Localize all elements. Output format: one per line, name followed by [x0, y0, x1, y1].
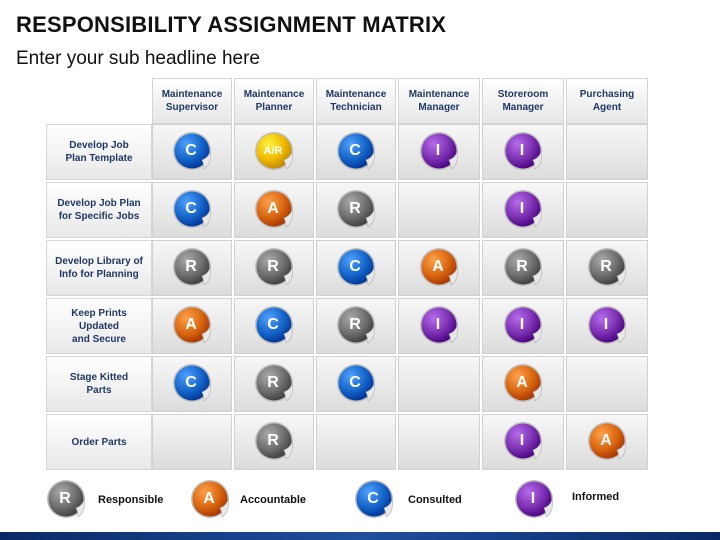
- page-subtitle: Enter your sub headline here: [16, 48, 260, 69]
- raci-badge-r: R: [336, 304, 380, 348]
- raci-badge-r: R: [254, 420, 298, 464]
- legend-badge-a: A: [190, 478, 234, 522]
- raci-badge-r: R: [336, 188, 380, 232]
- legend-label: Informed: [572, 491, 620, 503]
- raci-badge-c: C: [336, 362, 380, 406]
- matrix-cell: [398, 182, 480, 238]
- badge-code: C: [267, 316, 279, 333]
- column-header: Purchasing Agent: [566, 78, 648, 124]
- matrix-cell: [316, 414, 396, 470]
- badge-code: R: [516, 258, 528, 275]
- badge-code: C: [185, 142, 197, 159]
- badge-code: R: [349, 316, 361, 333]
- badge-code: C: [349, 374, 361, 391]
- raci-badge-c: C: [172, 362, 216, 406]
- badge-code: C: [367, 490, 379, 507]
- column-header: Maintenance Planner: [234, 78, 314, 124]
- raci-badge-a: A: [419, 246, 463, 290]
- badge-code: C: [349, 142, 361, 159]
- badge-code: R: [185, 258, 197, 275]
- raci-badge-r: R: [172, 246, 216, 290]
- matrix-cell: [398, 356, 480, 412]
- badge-code: I: [519, 432, 525, 449]
- row-label: Keep Prints Updated and Secure: [46, 298, 152, 354]
- column-header: Storeroom Manager: [482, 78, 564, 124]
- matrix-cell: [566, 356, 648, 412]
- raci-badge-ar: A/R: [254, 130, 298, 174]
- matrix-cell: [152, 414, 232, 470]
- row-label: Order Parts: [46, 414, 152, 470]
- raci-badge-r: R: [587, 246, 631, 290]
- badge-code: I: [519, 142, 525, 159]
- row-label: Develop Job Plan Template: [46, 124, 152, 180]
- badge-code: I: [435, 316, 441, 333]
- badge-code: R: [349, 200, 361, 217]
- badge-code: I: [603, 316, 609, 333]
- legend-badge-i: I: [514, 478, 558, 522]
- badge-code: R: [267, 258, 279, 275]
- legend-badge-r: R: [46, 478, 90, 522]
- legend-badge-c: C: [354, 478, 398, 522]
- column-header: Maintenance Manager: [398, 78, 480, 124]
- raci-badge-i: I: [503, 188, 547, 232]
- badge-code: A: [432, 258, 444, 275]
- raci-badge-i: I: [503, 304, 547, 348]
- raci-badge-c: C: [254, 304, 298, 348]
- raci-badge-r: R: [503, 246, 547, 290]
- badge-code: R: [59, 490, 71, 507]
- raci-badge-c: C: [172, 130, 216, 174]
- badge-code: A: [267, 200, 279, 217]
- badge-code: R: [267, 374, 279, 391]
- raci-badge-c: C: [172, 188, 216, 232]
- raci-badge-a: A: [172, 304, 216, 348]
- badge-code: A: [185, 316, 197, 333]
- badge-code: C: [185, 200, 197, 217]
- matrix-cell: [566, 124, 648, 180]
- page-title: RESPONSIBILITY ASSIGNMENT MATRIX: [16, 12, 447, 37]
- badge-code: R: [267, 432, 279, 449]
- raci-badge-a: A: [503, 362, 547, 406]
- matrix-cell: [566, 182, 648, 238]
- raci-badge-i: I: [503, 130, 547, 174]
- raci-badge-i: I: [587, 304, 631, 348]
- badge-code: C: [185, 374, 197, 391]
- badge-code: A: [203, 490, 215, 507]
- row-label: Develop Library of Info for Planning: [46, 240, 152, 296]
- legend-label: Consulted: [408, 494, 462, 506]
- badge-code: C: [349, 258, 361, 275]
- badge-code: I: [435, 142, 441, 159]
- badge-code: A: [600, 432, 612, 449]
- badge-code: R: [600, 258, 612, 275]
- badge-code: A: [516, 374, 528, 391]
- badge-code: A/R: [263, 145, 283, 157]
- column-header: Maintenance Supervisor: [152, 78, 232, 124]
- raci-badge-a: A: [587, 420, 631, 464]
- raci-badge-a: A: [254, 188, 298, 232]
- raci-badge-i: I: [419, 130, 463, 174]
- row-label: Develop Job Plan for Specific Jobs: [46, 182, 152, 238]
- raci-badge-r: R: [254, 246, 298, 290]
- column-header: Maintenance Technician: [316, 78, 396, 124]
- legend-label: Accountable: [240, 494, 307, 506]
- raci-badge-c: C: [336, 130, 380, 174]
- footer-bar: [0, 532, 720, 540]
- row-label: Stage Kitted Parts: [46, 356, 152, 412]
- raci-badge-i: I: [419, 304, 463, 348]
- raci-badge-i: I: [503, 420, 547, 464]
- legend-label: Responsible: [98, 494, 164, 506]
- raci-badge-c: C: [336, 246, 380, 290]
- raci-badge-r: R: [254, 362, 298, 406]
- matrix-cell: [398, 414, 480, 470]
- badge-code: I: [519, 316, 525, 333]
- badge-code: I: [519, 200, 525, 217]
- badge-code: I: [530, 490, 536, 507]
